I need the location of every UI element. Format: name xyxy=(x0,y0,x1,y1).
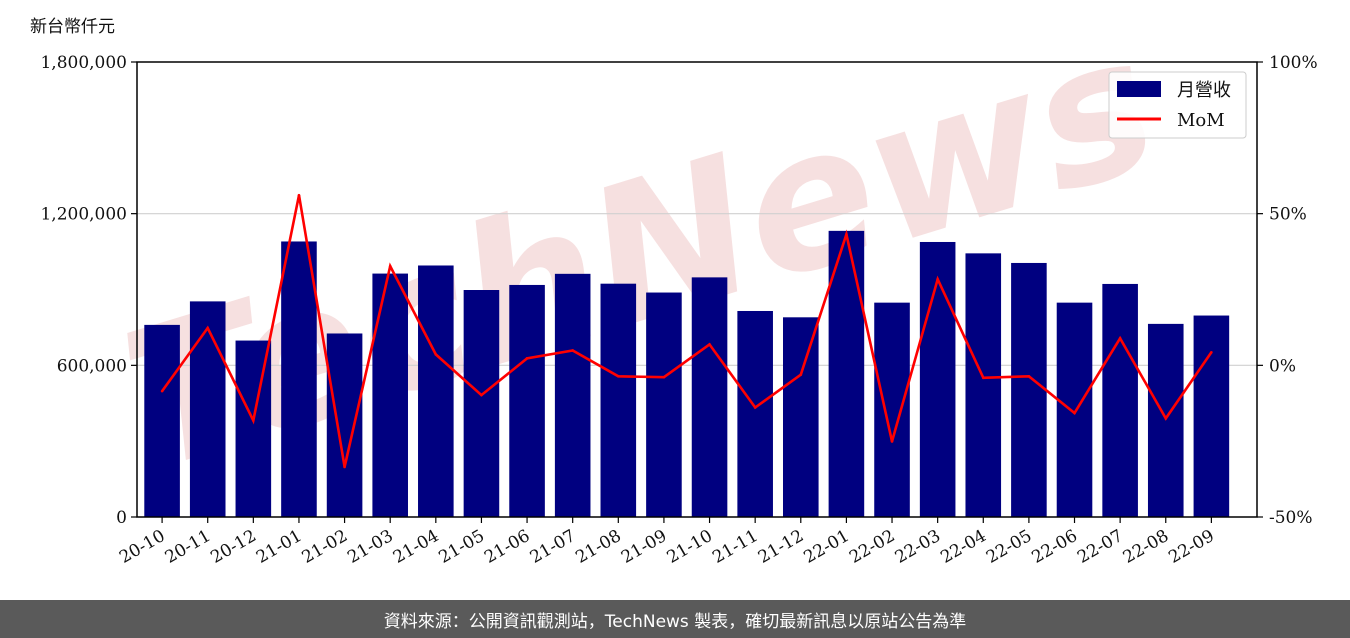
x-tick-label: 21-12 xyxy=(755,526,807,568)
right-tick-label: 50% xyxy=(1269,205,1307,225)
mom-point xyxy=(434,353,438,356)
bar xyxy=(418,265,454,517)
mom-line xyxy=(161,194,1213,468)
footer-text: 資料來源：公開資訊觀測站，TechNews 製表，確切最新訊息以原站公告為準 xyxy=(383,611,967,632)
x-tick-label: 21-11 xyxy=(709,526,761,568)
x-tick-label: 22-09 xyxy=(1165,526,1217,568)
bar xyxy=(874,302,910,517)
bar xyxy=(919,241,956,517)
bar xyxy=(189,301,226,517)
mom-point xyxy=(525,357,529,360)
bar xyxy=(691,277,728,517)
x-tick-label: 22-07 xyxy=(1074,526,1126,568)
bar xyxy=(372,273,408,517)
plot-frame xyxy=(136,61,1258,518)
bar xyxy=(235,340,272,517)
mom-point xyxy=(1073,411,1076,415)
mom-point xyxy=(708,343,711,346)
right-tick-label: 0% xyxy=(1269,356,1296,376)
x-tick-label: 21-05 xyxy=(435,526,487,568)
right-tick-label: -50% xyxy=(1269,508,1313,528)
right-tick-label: 100% xyxy=(1269,53,1318,73)
mom-point xyxy=(753,406,757,409)
bar xyxy=(1056,302,1093,517)
mom-point xyxy=(845,232,848,236)
bar xyxy=(1193,315,1230,517)
mom-point xyxy=(388,264,392,268)
mom-point xyxy=(206,326,210,330)
mom-point xyxy=(1164,417,1168,420)
x-tick-label: 22-03 xyxy=(892,526,944,568)
mom-point xyxy=(662,375,666,379)
mom-point xyxy=(981,376,985,380)
x-tick-label: 21-07 xyxy=(527,526,579,568)
bar xyxy=(144,324,180,517)
bar xyxy=(554,273,591,517)
bar xyxy=(463,290,500,517)
x-tick-label: 22-02 xyxy=(846,526,898,568)
mom-point xyxy=(160,389,164,393)
mom-point xyxy=(343,465,346,469)
x-tick-label: 20-10 xyxy=(116,526,168,568)
legend-bar-swatch xyxy=(1117,81,1161,97)
bar-series xyxy=(144,230,1230,517)
bar xyxy=(965,253,1002,517)
bar xyxy=(326,333,363,517)
bar xyxy=(281,241,317,517)
mom-point xyxy=(480,393,483,397)
bar xyxy=(646,292,682,517)
legend-label-mom: MoM xyxy=(1177,110,1225,131)
mom-point xyxy=(1118,337,1122,340)
chart: TechNews 新台幣仟元 0600,0001,200,0001,800,00… xyxy=(30,0,1318,568)
mom-series xyxy=(160,193,1213,469)
x-tick-label: 21-01 xyxy=(253,526,305,568)
x-tick-label: 21-08 xyxy=(572,526,624,568)
left-tick-label: 1,800,000 xyxy=(40,53,127,73)
legend: 月營收 MoM xyxy=(1108,71,1247,139)
mom-point xyxy=(252,419,255,422)
x-tick-label: 20-11 xyxy=(162,526,214,568)
x-tick-label: 21-09 xyxy=(618,526,670,568)
mom-point xyxy=(890,440,894,443)
bar xyxy=(828,230,865,517)
x-tick-label: 22-05 xyxy=(983,526,1035,568)
mom-point xyxy=(571,349,574,352)
bar xyxy=(600,283,637,517)
bar xyxy=(737,310,773,517)
x-tick-label: 22-06 xyxy=(1029,526,1081,568)
mom-point xyxy=(1027,374,1031,378)
x-tick-label: 21-06 xyxy=(481,526,533,568)
legend-label-revenue: 月營收 xyxy=(1177,80,1231,101)
x-tick-label: 20-12 xyxy=(207,526,259,568)
mom-point xyxy=(936,277,939,281)
bar xyxy=(782,317,819,517)
left-tick-label: 1,200,000 xyxy=(40,205,127,225)
x-tick-label: 22-04 xyxy=(937,526,989,568)
x-tick-label: 21-04 xyxy=(390,526,442,568)
y-axis-unit-label: 新台幣仟元 xyxy=(30,17,115,37)
mom-point xyxy=(297,193,301,197)
x-tick-label: 21-10 xyxy=(664,526,716,568)
mom-point xyxy=(799,373,803,377)
bar xyxy=(1102,283,1138,517)
bar xyxy=(509,284,545,517)
x-tick-label: 21-03 xyxy=(344,526,396,568)
left-tick-label: 0 xyxy=(116,508,127,528)
left-tick-label: 600,000 xyxy=(57,356,127,376)
x-tick-label: 22-01 xyxy=(800,526,852,568)
source-footer: 資料來源：公開資訊觀測站，TechNews 製表，確切最新訊息以原站公告為準 xyxy=(0,600,1350,638)
mom-point xyxy=(617,374,620,378)
bar xyxy=(1011,262,1047,517)
x-tick-label: 22-08 xyxy=(1120,526,1172,568)
mom-point xyxy=(1210,350,1213,354)
x-tick-label: 21-02 xyxy=(299,526,351,568)
